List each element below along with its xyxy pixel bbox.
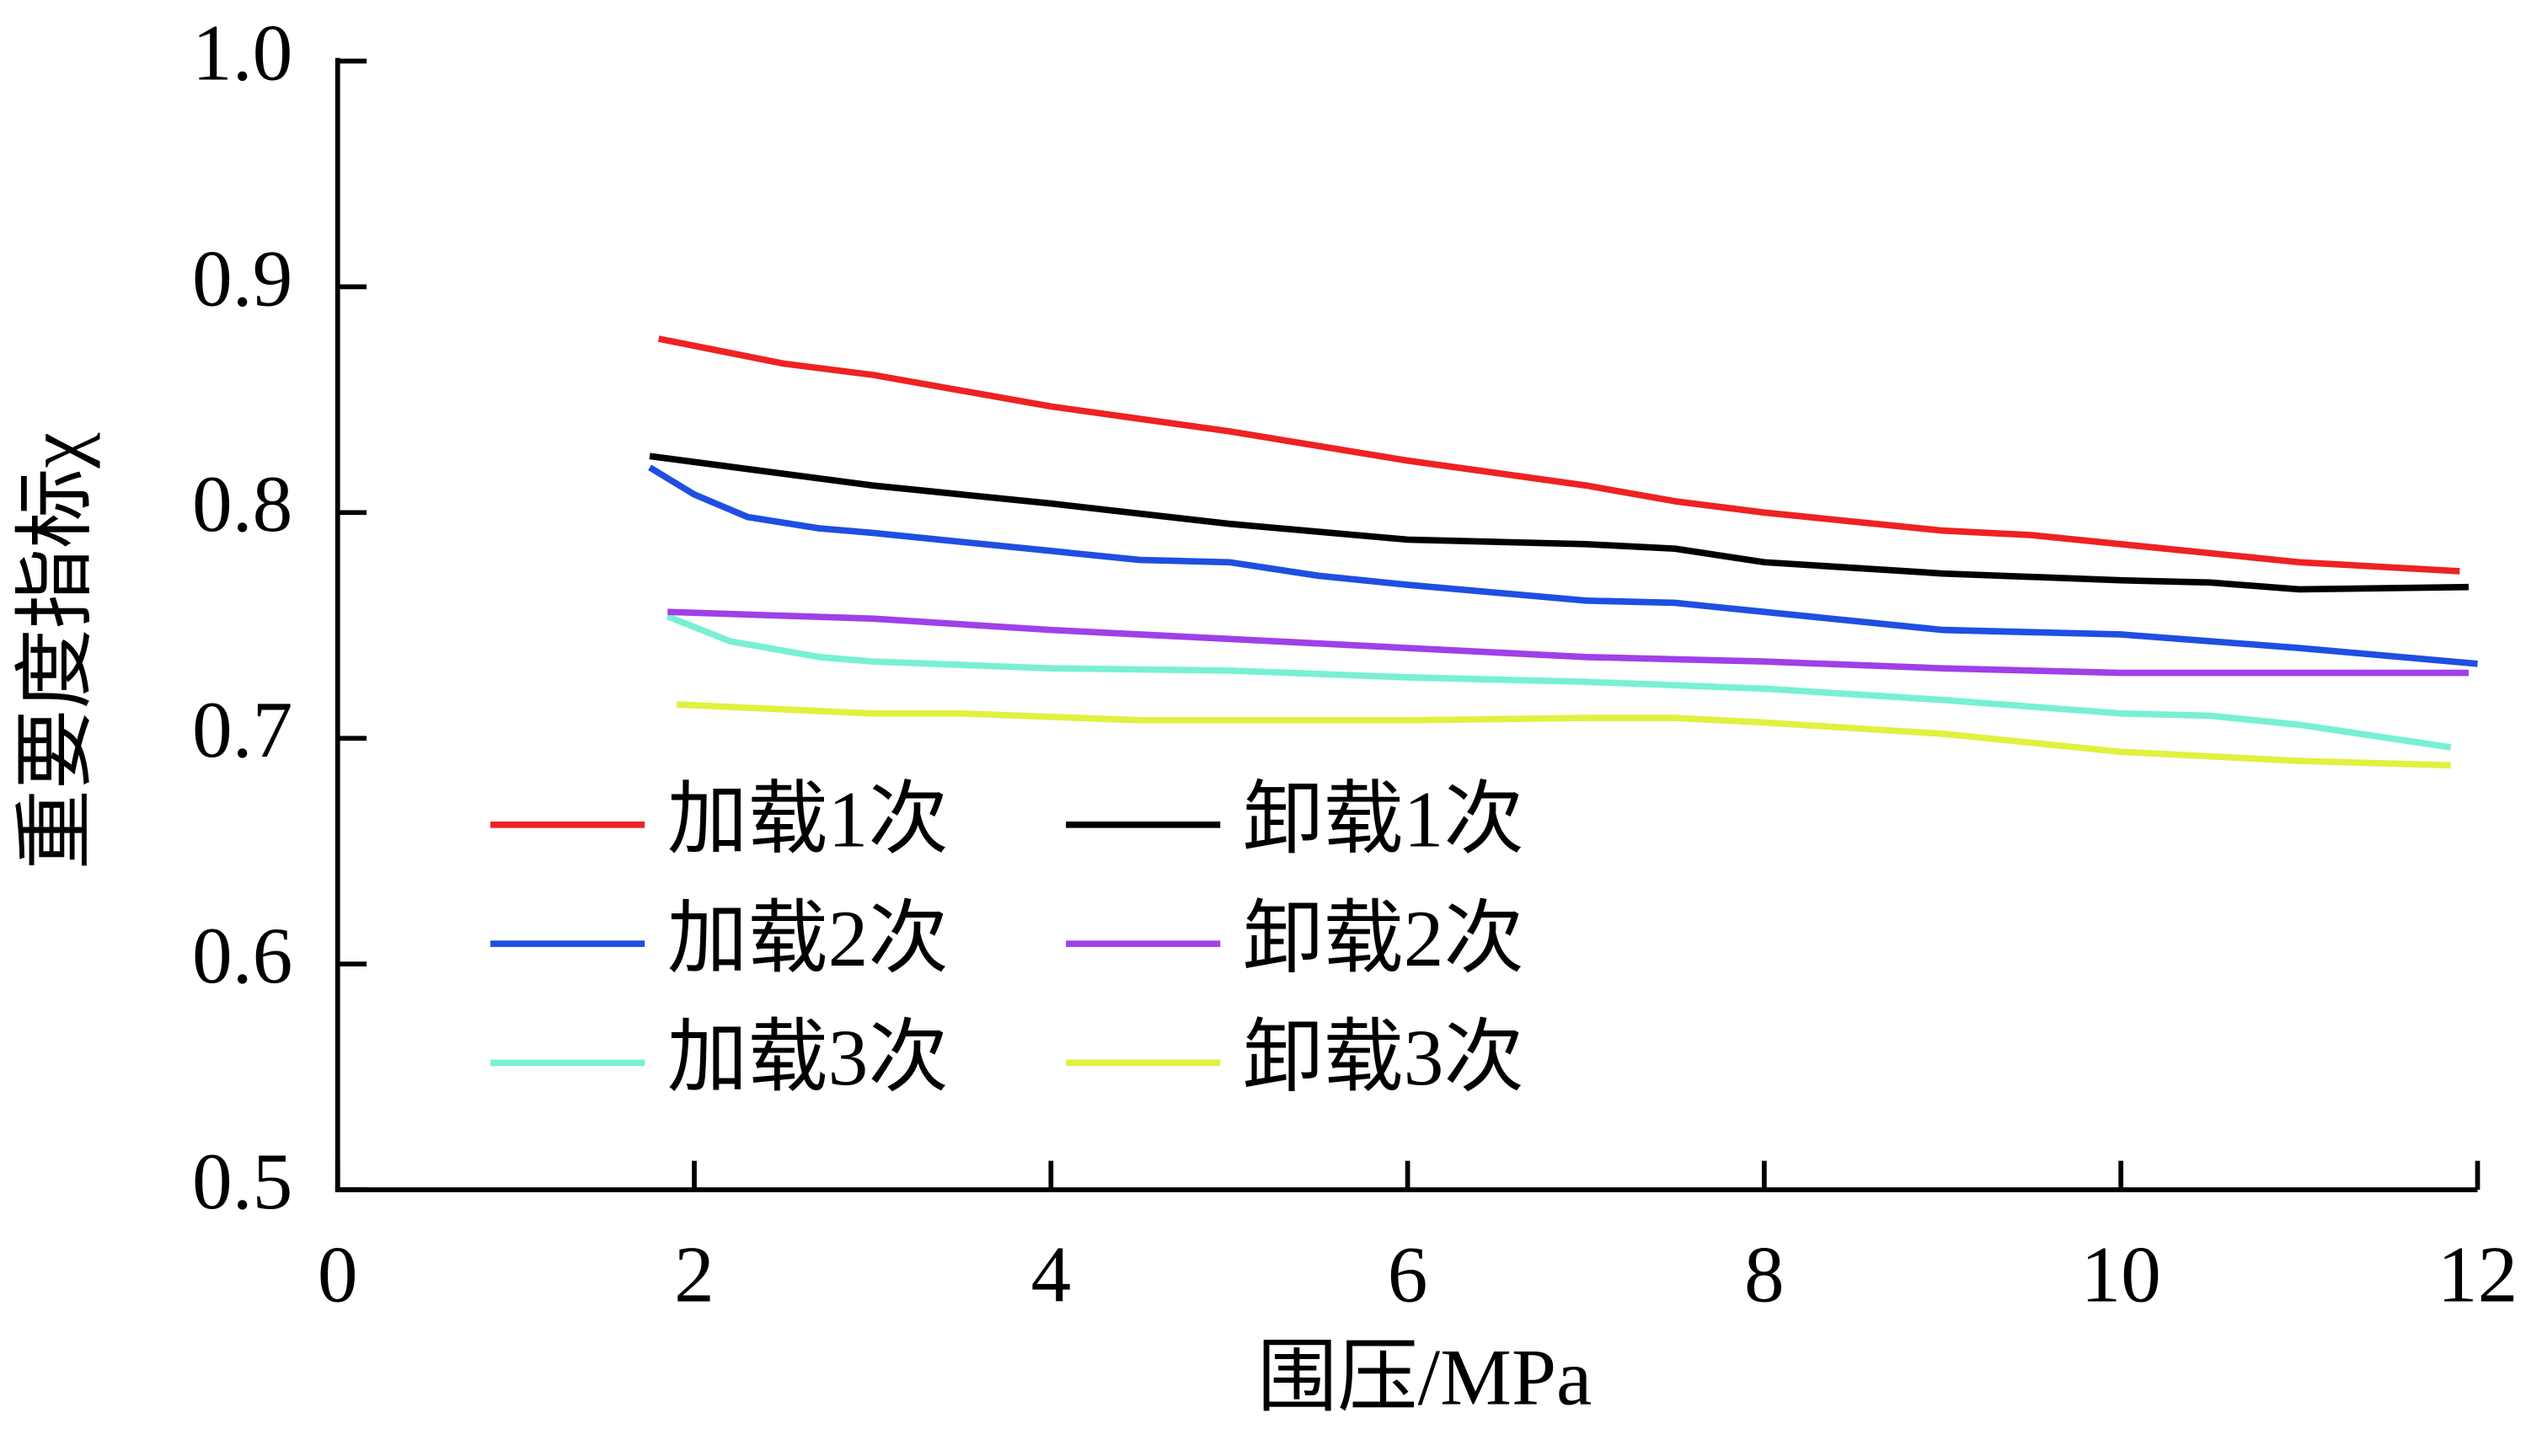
series-line bbox=[648, 464, 2478, 667]
x-tick-label: 6 bbox=[1388, 1230, 1428, 1320]
x-tick-label: 2 bbox=[674, 1230, 715, 1320]
legend-label: 加载2次 bbox=[667, 894, 949, 983]
legend-label: 加载1次 bbox=[667, 775, 949, 864]
y-tick-label: 0.7 bbox=[192, 685, 292, 774]
series-line bbox=[667, 608, 2469, 677]
series-line bbox=[657, 335, 2460, 575]
x-tick-label: 10 bbox=[2080, 1230, 2160, 1320]
legend-label: 卸载2次 bbox=[1243, 894, 1524, 983]
legend-label: 卸载1次 bbox=[1243, 775, 1524, 864]
y-tick-label: 0.5 bbox=[192, 1137, 292, 1226]
y-tick-label: 0.9 bbox=[192, 233, 292, 323]
x-tick-label: 8 bbox=[1744, 1230, 1785, 1320]
series-line bbox=[676, 701, 2451, 769]
x-tick-label: 12 bbox=[2438, 1230, 2518, 1320]
y-tick-label: 0.8 bbox=[192, 459, 292, 549]
y-tick-label: 0.6 bbox=[192, 911, 292, 1000]
x-tick-label: 0 bbox=[318, 1230, 358, 1320]
y-axis-label: 重要度指标χ bbox=[11, 432, 100, 870]
x-tick-label: 4 bbox=[1030, 1230, 1071, 1320]
series-line bbox=[666, 613, 2452, 751]
x-axis-label: 围压/MPa bbox=[1257, 1333, 1592, 1422]
series-line bbox=[649, 452, 2469, 593]
legend-label: 加载3次 bbox=[667, 1013, 949, 1102]
y-tick-label: 1.0 bbox=[192, 8, 292, 97]
legend-label: 卸载3次 bbox=[1243, 1013, 1524, 1102]
